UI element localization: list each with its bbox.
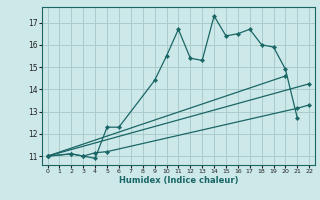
X-axis label: Humidex (Indice chaleur): Humidex (Indice chaleur) [119, 176, 238, 185]
